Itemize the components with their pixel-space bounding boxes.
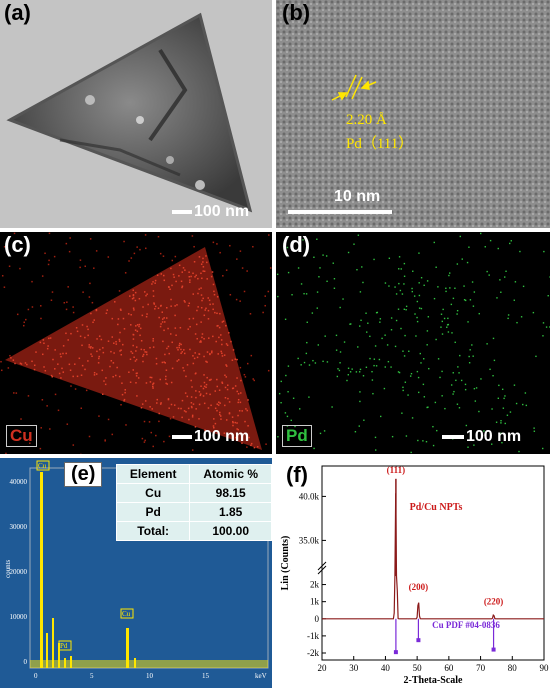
plot-frame [321,465,545,661]
scale-bar [288,210,392,214]
reference-marker [393,650,398,655]
y-tick-label: 1k [310,597,320,607]
y-tick-label: 0 [315,614,320,624]
panel-a-tem: (a) 100 nm [0,0,272,228]
panel-label: (f) [286,462,308,487]
scale-label: 100 nm [194,428,250,445]
scale-bar: 100 nm [172,203,249,221]
y-tick-label: 2k [310,580,320,590]
peak-label: (220) [484,597,504,607]
lattice-plane-label: Pd（111） [346,136,414,152]
table-header: Element [115,464,191,484]
table-header: Atomic % [189,464,272,484]
table-cell: Pd [115,502,191,522]
table-cell: 1.85 [189,502,272,522]
x-unit: keV [255,672,267,680]
panel-label: (e) [64,462,103,487]
scale-bar: 100 nm [172,428,249,446]
tem-image [0,0,272,228]
panel-d-pd-map: (d) Pd 100 nm [276,232,550,454]
panel-label: (d) [282,232,311,257]
panel-c-cu-map: (c) Cu 100 nm [0,232,272,454]
lattice-spacing-label: 2.20 Å [346,112,387,128]
y-tick-label: -2k [307,648,319,658]
peak-tag: Pd [60,642,68,650]
lattice-marker [331,74,377,101]
panel-label: (b) [282,0,311,25]
hrtem-image [276,0,550,228]
y-tick: 30000 [10,523,28,531]
peak-label: (200) [409,582,429,592]
cu-eds-map [0,232,272,454]
table-cell: 100.00 [189,521,272,541]
y-tick: 20000 [10,568,28,576]
panel-e-eds: 0 10000 20000 30000 40000 counts 0 5 10 … [0,458,272,688]
x-tick: 0 [34,672,38,680]
y-tick: 40000 [10,478,28,486]
x-tick-label: 20 [318,663,328,673]
x-tick-label: 80 [508,663,518,673]
y-unit: counts [4,559,12,578]
x-axis-label: 2-Theta-Scale [404,675,463,686]
peak-label: (111) [387,465,406,475]
x-tick-label: 30 [349,663,359,673]
legend-label: Pd/Cu NPTs [410,502,463,513]
panel-b-hrtem: (b) 2.20 Å Pd（111） 10 nm [276,0,550,228]
peak-tag: Cu [122,610,131,618]
table-cell: 98.15 [189,483,272,503]
x-tick-label: 70 [476,663,486,673]
y-tick-label: 35.0k [299,535,320,545]
table-cell: Total: [115,521,191,541]
reference-label: Cu PDF #04-0836 [432,620,500,630]
scale-label: 100 nm [466,428,522,445]
element-label: Pd [286,426,308,445]
y-tick-label: -1k [307,631,319,641]
axis-break [317,561,327,571]
peak-tag: Cu [38,462,47,470]
panel-f-xrd: 20 30 40 50 60 70 80 90 -2k -1k 0 1k 2k 35.0k 40.0k (1… [276,458,550,688]
x-tick-label: 50 [413,663,423,673]
nanoplate-triangle [6,12,253,213]
panel-label: (c) [4,232,31,257]
x-tick-label: 90 [540,663,550,673]
x-tick: 10 [146,672,154,680]
axis-break [317,565,327,575]
element-label: Cu [10,426,33,445]
scale-label: 100 nm [194,203,250,220]
reference-marker [491,647,496,652]
table-row: Total: 100.00 [115,521,272,541]
xrd-chart: 20 30 40 50 60 70 80 90 -2k -1k 0 1k 2k 35.0k 40.0k (1… [280,465,550,686]
y-tick-label: 40.0k [299,491,320,501]
y-tick: 0 [24,658,28,666]
composition-table: Element Atomic % Cu 98.15 Pd 1.85 Total:… [115,464,272,541]
x-tick: 5 [90,672,94,680]
panel-label: (a) [4,0,31,25]
table-row: Cu 98.15 [115,483,272,503]
pd-eds-map [276,232,550,454]
scale-label: 10 nm [334,188,381,205]
y-tick: 10000 [10,613,28,621]
x-tick-label: 40 [381,663,391,673]
element-badge: Cu [6,425,37,447]
cu-triangle [5,247,262,450]
y-axis-label: Lin (Counts) [280,536,291,591]
reference-marker [416,638,421,643]
element-badge: Pd [282,425,312,447]
xrd-series-line [322,493,544,620]
table-cell: Cu [115,483,191,503]
scale-bar: 100 nm [442,428,521,446]
x-tick-label: 60 [444,663,454,673]
x-tick: 15 [202,672,210,680]
table-row: Pd 1.85 [115,502,272,522]
